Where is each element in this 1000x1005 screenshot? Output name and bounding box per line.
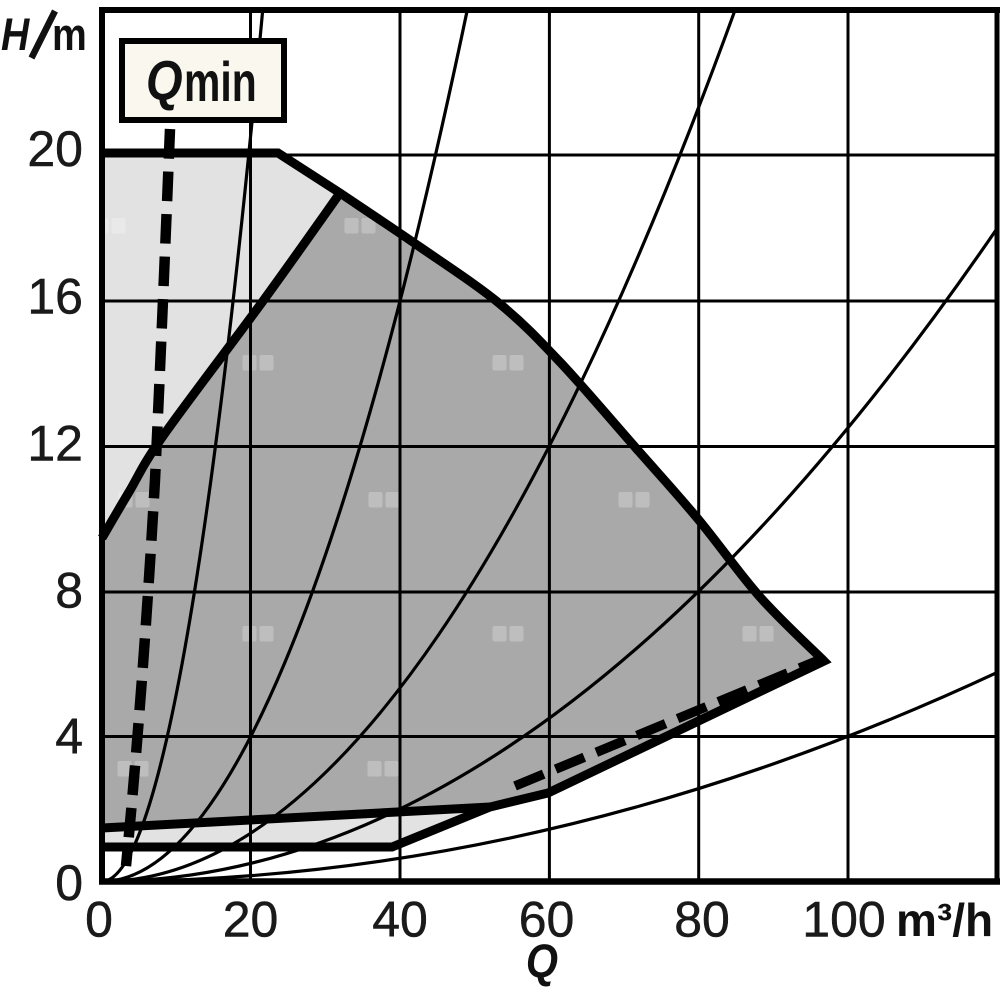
svg-text:min: min [184,52,257,114]
svg-text:4: 4 [55,709,83,765]
svg-text:m: m [52,9,87,59]
svg-text:100: 100 [802,892,885,948]
svg-text:Q: Q [146,49,183,112]
svg-text:20: 20 [223,892,279,948]
svg-text:40: 40 [372,892,428,948]
svg-text:m³/h: m³/h [896,894,993,946]
svg-text:80: 80 [674,892,730,948]
svg-text:H: H [1,9,31,59]
svg-text:Q: Q [526,936,558,988]
svg-text:0: 0 [85,892,113,948]
svg-text:16: 16 [27,269,83,325]
svg-text:12: 12 [27,416,83,472]
svg-text:8: 8 [55,563,83,619]
svg-text:20: 20 [27,121,83,177]
svg-text:0: 0 [55,855,83,911]
svg-text:60: 60 [519,892,575,948]
